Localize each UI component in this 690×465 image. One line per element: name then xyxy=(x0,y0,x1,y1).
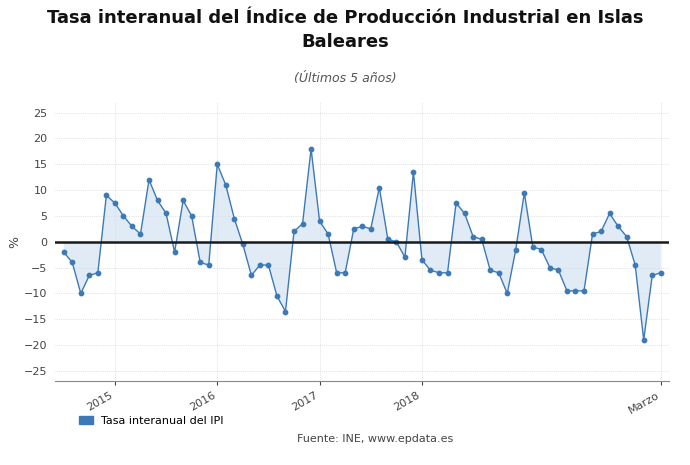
Point xyxy=(417,256,428,264)
Point xyxy=(203,261,214,269)
Point xyxy=(630,261,641,269)
Y-axis label: %: % xyxy=(8,236,21,248)
Point xyxy=(135,230,146,238)
Point xyxy=(118,212,129,219)
Point xyxy=(553,266,564,274)
Point xyxy=(220,181,231,189)
Point xyxy=(459,210,470,217)
Point xyxy=(339,269,351,277)
Point xyxy=(348,225,359,232)
Point xyxy=(58,248,69,256)
Text: Fuente: INE, www.epdata.es: Fuente: INE, www.epdata.es xyxy=(297,434,453,444)
Point xyxy=(391,238,402,246)
Point xyxy=(433,269,444,277)
Point xyxy=(400,253,411,261)
Point xyxy=(562,287,573,295)
Point xyxy=(263,261,274,269)
Point xyxy=(382,235,393,243)
Point xyxy=(519,189,530,196)
Point xyxy=(177,197,188,204)
Point xyxy=(365,225,376,232)
Point xyxy=(331,269,342,277)
Point xyxy=(647,272,658,279)
Point xyxy=(527,243,538,251)
Point xyxy=(536,246,547,253)
Point xyxy=(595,228,607,235)
Point xyxy=(476,235,487,243)
Point xyxy=(374,184,385,191)
Point xyxy=(425,266,436,274)
Point xyxy=(195,259,206,266)
Point xyxy=(186,212,197,219)
Point xyxy=(152,197,163,204)
Text: Tasa interanual del Índice de Producción Industrial en Islas
Baleares: Tasa interanual del Índice de Producción… xyxy=(47,9,643,51)
Point xyxy=(255,261,266,269)
Point xyxy=(357,223,368,230)
Point xyxy=(288,228,299,235)
Point xyxy=(83,272,95,279)
Point xyxy=(604,210,615,217)
Point xyxy=(621,233,632,240)
Point xyxy=(92,269,104,277)
Point xyxy=(656,269,667,277)
Point xyxy=(306,145,317,153)
Point xyxy=(587,230,598,238)
Point xyxy=(271,292,282,300)
Point xyxy=(75,290,86,297)
Point xyxy=(468,233,479,240)
Point xyxy=(408,168,419,176)
Point xyxy=(67,259,78,266)
Point xyxy=(484,266,495,274)
Point xyxy=(212,160,223,168)
Point xyxy=(451,199,462,207)
Point xyxy=(126,223,137,230)
Text: (Últimos 5 años): (Últimos 5 años) xyxy=(294,72,396,85)
Point xyxy=(442,269,453,277)
Point xyxy=(314,218,325,225)
Point xyxy=(110,199,121,207)
Point xyxy=(578,287,589,295)
Point xyxy=(297,220,308,227)
Point xyxy=(638,336,649,344)
Point xyxy=(246,272,257,279)
Point xyxy=(169,248,180,256)
Point xyxy=(544,264,555,272)
Point xyxy=(613,223,624,230)
Point xyxy=(493,269,504,277)
Point xyxy=(229,215,240,222)
Point xyxy=(502,290,513,297)
Point xyxy=(570,287,581,295)
Point xyxy=(323,230,334,238)
Point xyxy=(237,241,248,248)
Point xyxy=(144,176,155,184)
Point xyxy=(510,246,521,253)
Point xyxy=(101,192,112,199)
Point xyxy=(161,210,172,217)
Point xyxy=(280,308,291,315)
Legend: Tasa interanual del IPI: Tasa interanual del IPI xyxy=(79,416,224,426)
